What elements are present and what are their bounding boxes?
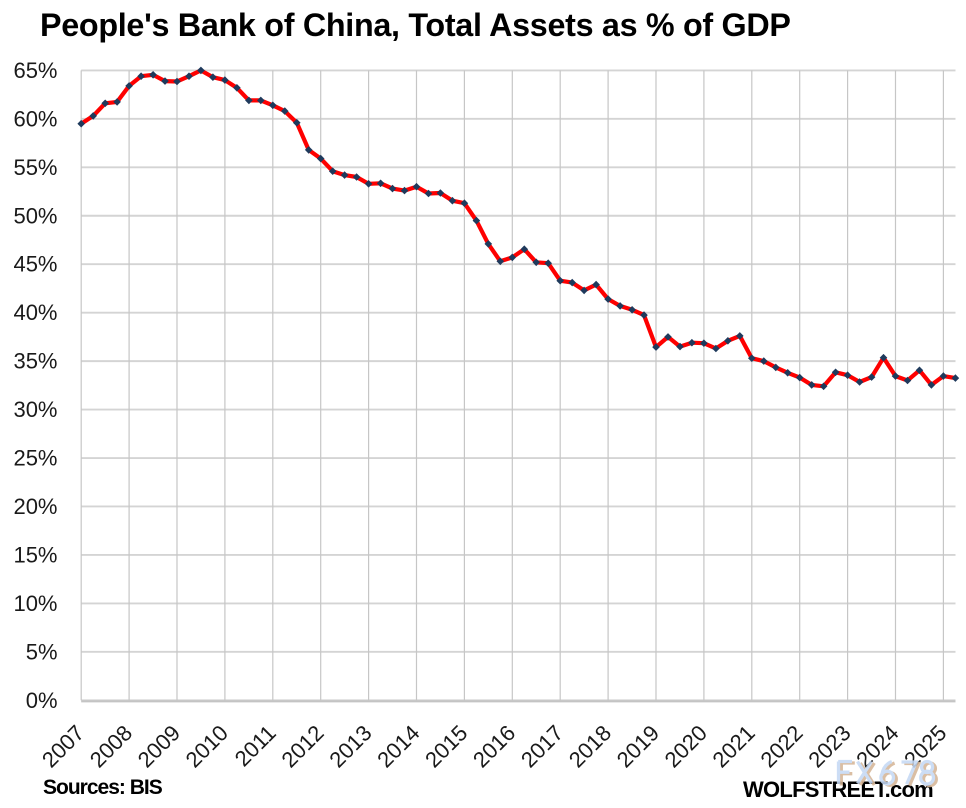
svg-text:15%: 15% xyxy=(13,542,57,567)
svg-text:2014: 2014 xyxy=(372,720,424,772)
svg-text:2009: 2009 xyxy=(133,720,185,772)
svg-text:2010: 2010 xyxy=(181,720,233,772)
svg-text:2007: 2007 xyxy=(37,720,89,772)
svg-text:20%: 20% xyxy=(13,494,57,519)
svg-text:40%: 40% xyxy=(13,300,57,325)
svg-text:65%: 65% xyxy=(13,58,57,83)
svg-text:2021: 2021 xyxy=(708,720,760,772)
svg-text:2013: 2013 xyxy=(324,720,376,772)
svg-text:35%: 35% xyxy=(13,349,57,374)
svg-text:30%: 30% xyxy=(13,397,57,422)
svg-text:45%: 45% xyxy=(13,252,57,277)
svg-text:55%: 55% xyxy=(13,155,57,180)
svg-text:2017: 2017 xyxy=(516,720,568,772)
svg-text:2015: 2015 xyxy=(420,720,472,772)
svg-text:5%: 5% xyxy=(26,639,58,664)
svg-text:2011: 2011 xyxy=(230,720,281,771)
svg-text:60%: 60% xyxy=(13,106,57,131)
svg-text:2022: 2022 xyxy=(755,720,807,772)
svg-text:2016: 2016 xyxy=(468,720,520,772)
svg-text:0%: 0% xyxy=(26,688,58,713)
svg-text:25%: 25% xyxy=(13,446,57,471)
svg-text:2008: 2008 xyxy=(85,720,137,772)
svg-text:2019: 2019 xyxy=(612,720,664,772)
svg-text:50%: 50% xyxy=(13,203,57,228)
svg-text:2012: 2012 xyxy=(276,720,328,772)
svg-text:2018: 2018 xyxy=(564,720,616,772)
svg-text:2020: 2020 xyxy=(660,720,712,772)
svg-text:10%: 10% xyxy=(13,591,57,616)
